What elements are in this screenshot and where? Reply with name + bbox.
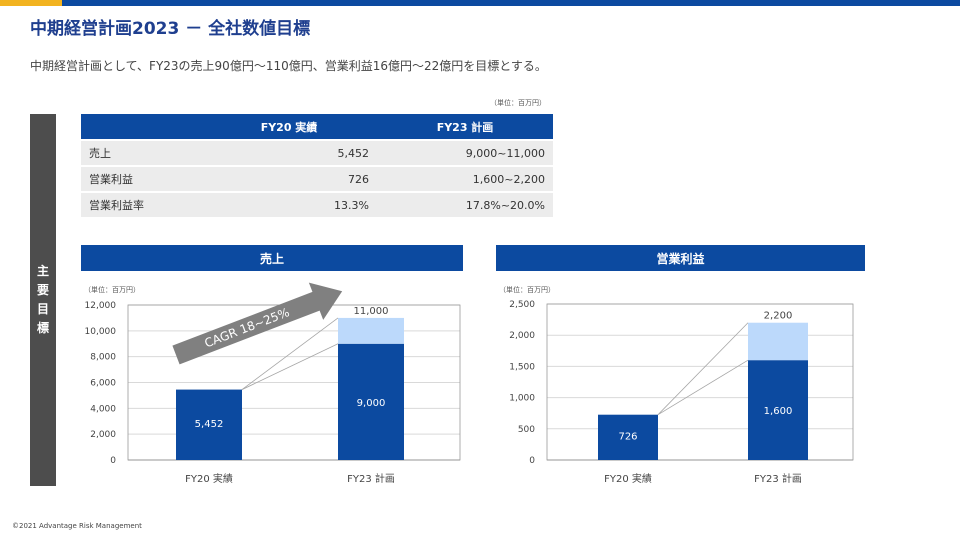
row-fy20-value: 5,452 [201,139,377,165]
top-bar [0,0,960,6]
profit-bar-label: 726 [618,431,637,442]
kpi-table: FY20 実績 FY23 計画 売上 5,452 9,000~11,000 営業… [81,114,553,217]
row-fy23-value: 1,600~2,200 [377,165,553,191]
sales-bar-label: 5,452 [195,419,224,430]
table-header-fy23: FY23 計画 [377,114,553,139]
sales-x-tick-label: FY20 実績 [185,472,233,485]
sales-y-tick-label: 12,000 [85,301,117,311]
table-row: 売上 5,452 9,000~11,000 [81,139,553,165]
table-row: 営業利益 726 1,600~2,200 [81,165,553,191]
sales-bar-label: 9,000 [357,398,386,409]
table-header-blank [81,114,201,139]
sales-chart-unit: （単位：百万円） [84,286,140,294]
profit-y-tick-label: 1,500 [509,362,535,372]
sales-chart-title-text: 売上 [259,251,284,266]
table-unit-label: （単位：百万円） [490,99,546,107]
sales-y-tick-label: 2,000 [90,430,116,440]
profit-bar-label: 1,600 [764,406,793,417]
profit-y-tick-label: 2,500 [509,300,535,310]
row-label: 売上 [81,139,201,165]
sales-connector-line [241,343,339,390]
side-label-panel: 主要目標 [30,114,56,486]
sales-y-tick-label: 0 [110,456,116,466]
sales-y-tick-label: 4,000 [90,404,116,414]
profit-y-tick-label: 0 [529,456,535,466]
table-row: 営業利益率 13.3% 17.8%~20.0% [81,191,553,217]
sales-x-tick-label: FY23 計画 [347,472,395,485]
row-label: 営業利益率 [81,191,201,217]
profit-x-tick-label: FY20 実績 [604,472,652,485]
profit-chart-unit: （単位：百万円） [499,286,555,294]
profit-bar-upper [748,322,808,361]
table-header-row: FY20 実績 FY23 計画 [81,114,553,139]
profit-connector-line [657,322,749,415]
operating-profit-chart: 0 500 1,000 1,500 2,000 2,500 726 FY20 実績 1,600 2… [509,300,854,485]
row-fy20-value: 13.3% [201,191,377,217]
profit-y-tick-label: 500 [518,425,535,435]
row-fy20-value: 726 [201,165,377,191]
footer-copyright: ©2021 Advantage Risk Management [12,522,142,530]
profit-connector-line [657,359,749,416]
side-label: 主要目標 [36,264,49,335]
sales-y-tick-label: 6,000 [90,379,116,389]
page-subtitle: 中期経営計画として、FY23の売上90億円～110億円、営業利益16億円～22億… [30,59,547,73]
sales-bar-base [338,343,404,460]
profit-bar-base [748,360,808,460]
sales-bar-base [176,389,242,460]
profit-bar-upper-label: 2,200 [764,311,793,322]
profit-x-tick-label: FY23 計画 [754,472,802,485]
sales-bar-upper-label: 11,000 [354,306,389,317]
profit-y-tick-label: 1,000 [509,394,535,404]
row-fy23-value: 17.8%~20.0% [377,191,553,217]
profit-plot-frame [546,303,854,461]
sales-chart: 0 2,000 4,000 6,000 8,000 10,000 12,000 5,452 FY… [85,282,461,485]
sales-y-tick-label: 10,000 [85,327,117,337]
sales-bar-upper [338,317,404,344]
profit-y-tick-label: 2,000 [509,331,535,341]
row-fy23-value: 9,000~11,000 [377,139,553,165]
cagr-arrow: CAGR 18~25% [172,282,343,365]
cagr-arrow-shape [172,282,343,365]
cagr-arrow-label: CAGR 18~25% [203,305,292,350]
sales-y-tick-label: 8,000 [90,353,116,363]
profit-chart-title-text: 営業利益 [656,251,705,266]
page-title: 中期経営計画2023 － 全社数値目標 [30,19,311,39]
table-header-fy20: FY20 実績 [201,114,377,139]
row-label: 営業利益 [81,165,201,191]
profit-bar-base [598,414,658,460]
sales-chart-title: 売上 [81,245,463,271]
profit-chart-title: 営業利益 [496,245,865,271]
top-bar-accent [0,0,62,6]
sales-connector-line [241,317,339,390]
